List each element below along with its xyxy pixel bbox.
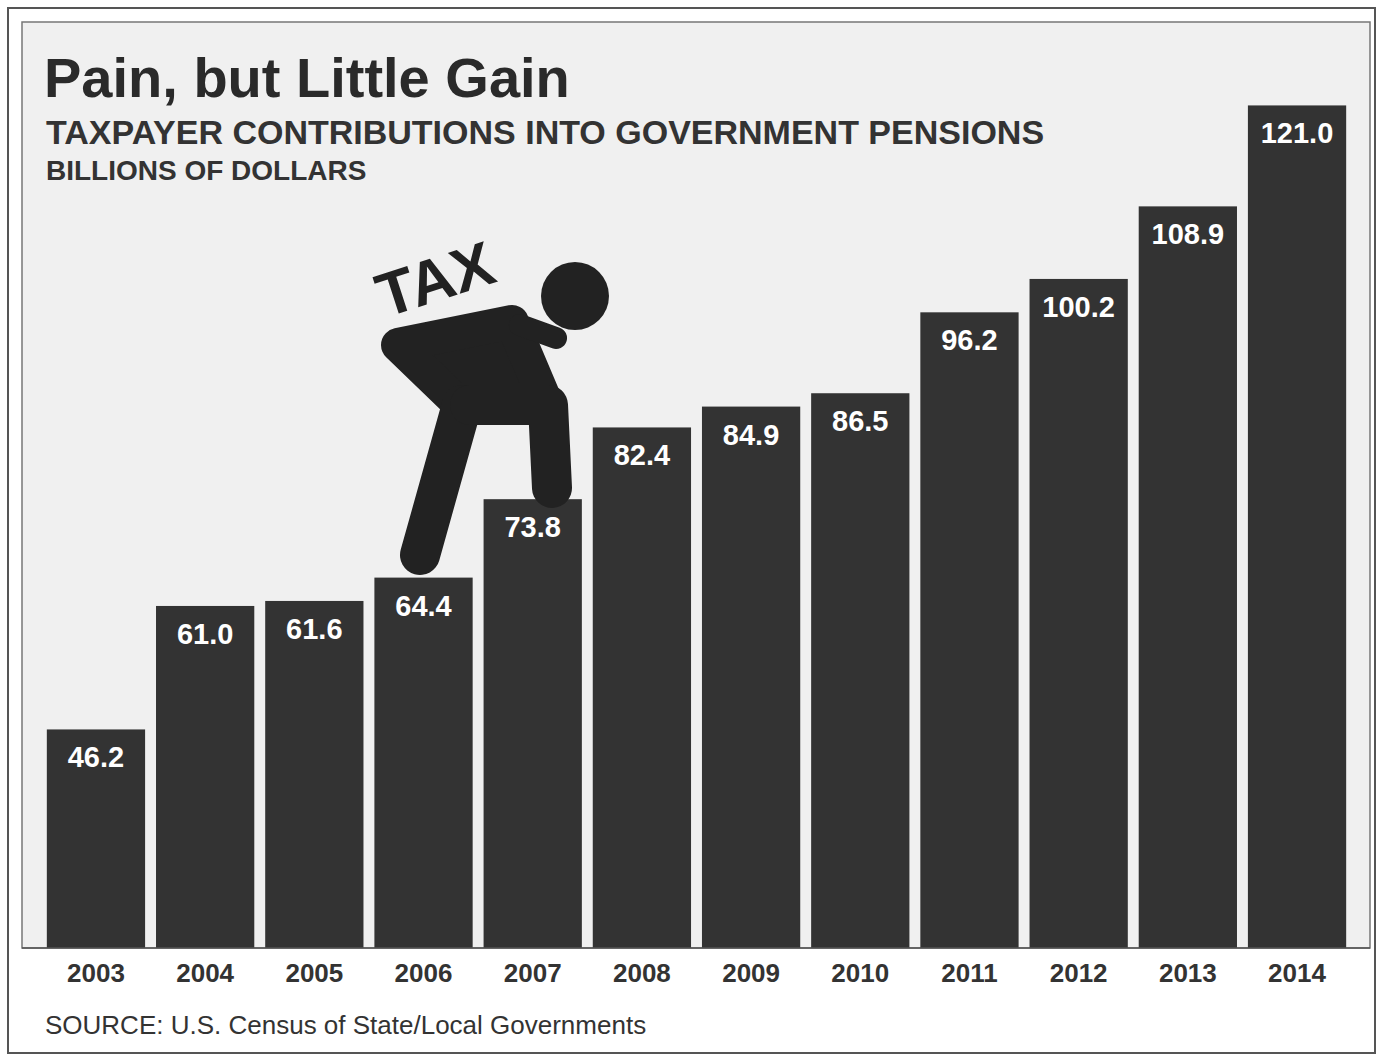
x-tick: 2008: [613, 948, 671, 988]
x-tick: 2003: [67, 948, 125, 988]
x-tick-label: 2008: [613, 958, 671, 988]
x-tick-label: 2014: [1268, 958, 1326, 988]
data-label: 73.8: [504, 511, 560, 543]
x-tick: 2010: [831, 948, 889, 988]
bar: [920, 312, 1018, 948]
x-tick-label: 2013: [1159, 958, 1217, 988]
y-axis-title: BILLIONS OF DOLLARS: [46, 155, 366, 186]
bar: [1139, 206, 1237, 948]
figure-leg: [420, 405, 462, 555]
subtitle: TAXPAYER CONTRIBUTIONS INTO GOVERNMENT P…: [46, 113, 1044, 151]
x-tick: 2011: [941, 948, 997, 988]
data-label: 61.6: [286, 613, 342, 645]
x-tick: 2007: [504, 948, 562, 988]
x-tick-label: 2005: [285, 958, 343, 988]
bar: [593, 427, 691, 948]
x-tick-label: 2009: [722, 958, 780, 988]
x-tick: 2013: [1159, 948, 1217, 988]
bar: [702, 407, 800, 948]
data-label: 86.5: [832, 405, 888, 437]
bar: [1248, 105, 1346, 948]
figure-leg: [470, 405, 552, 488]
data-label: 82.4: [614, 439, 670, 471]
background: [0, 0, 1383, 1061]
x-tick-label: 2007: [504, 958, 562, 988]
x-tick-label: 2011: [941, 958, 997, 988]
x-tick: 2006: [395, 948, 453, 988]
x-axis: 2003 2004 2005 2006 2007 2008 2009 2010 2011 2012…: [22, 948, 1370, 988]
data-label: 96.2: [941, 324, 997, 356]
data-label: 121.0: [1261, 117, 1334, 149]
x-tick: 2014: [1268, 948, 1326, 988]
data-label: 61.0: [177, 618, 233, 650]
data-label: 64.4: [395, 590, 451, 622]
bar: [1030, 279, 1128, 948]
x-tick-label: 2006: [395, 958, 453, 988]
bar: [374, 578, 472, 948]
bar: [811, 393, 909, 948]
x-tick: 2004: [176, 948, 234, 988]
data-label: 84.9: [723, 419, 779, 451]
figure-arm: [520, 325, 556, 338]
x-tick-label: 2004: [176, 958, 234, 988]
x-tick-label: 2003: [67, 958, 125, 988]
bar: [156, 606, 254, 948]
bar: [484, 499, 582, 948]
x-tick: 2009: [722, 948, 780, 988]
bar: [265, 601, 363, 948]
figure-head: [541, 262, 609, 330]
data-label: 100.2: [1042, 291, 1115, 323]
bars: [47, 105, 1346, 948]
annotation: TAX: [368, 228, 503, 331]
data-label: 46.2: [68, 741, 124, 773]
data-label: 108.9: [1152, 218, 1225, 250]
x-tick-label: 2012: [1050, 958, 1108, 988]
x-tick-label: 2010: [831, 958, 889, 988]
outer-border: [8, 8, 1375, 1053]
x-tick: 2012: [1050, 948, 1108, 988]
tax-figure: TAX: [368, 228, 609, 555]
chart: 46.2 61.0 61.6 64.4 73.8 82.4 84.9 86.5 96.2 100.…: [0, 0, 1383, 1061]
x-axis-line: [22, 947, 1370, 949]
bar: [47, 729, 145, 948]
title: Pain, but Little Gain: [44, 46, 570, 109]
data-labels: 46.2 61.0 61.6 64.4 73.8 82.4 84.9 86.5 96.2 100.…: [68, 117, 1334, 773]
source: SOURCE: U.S. Census of State/Local Gover…: [45, 1010, 646, 1040]
x-tick: 2005: [285, 948, 343, 988]
plot-frame: [22, 22, 1370, 948]
